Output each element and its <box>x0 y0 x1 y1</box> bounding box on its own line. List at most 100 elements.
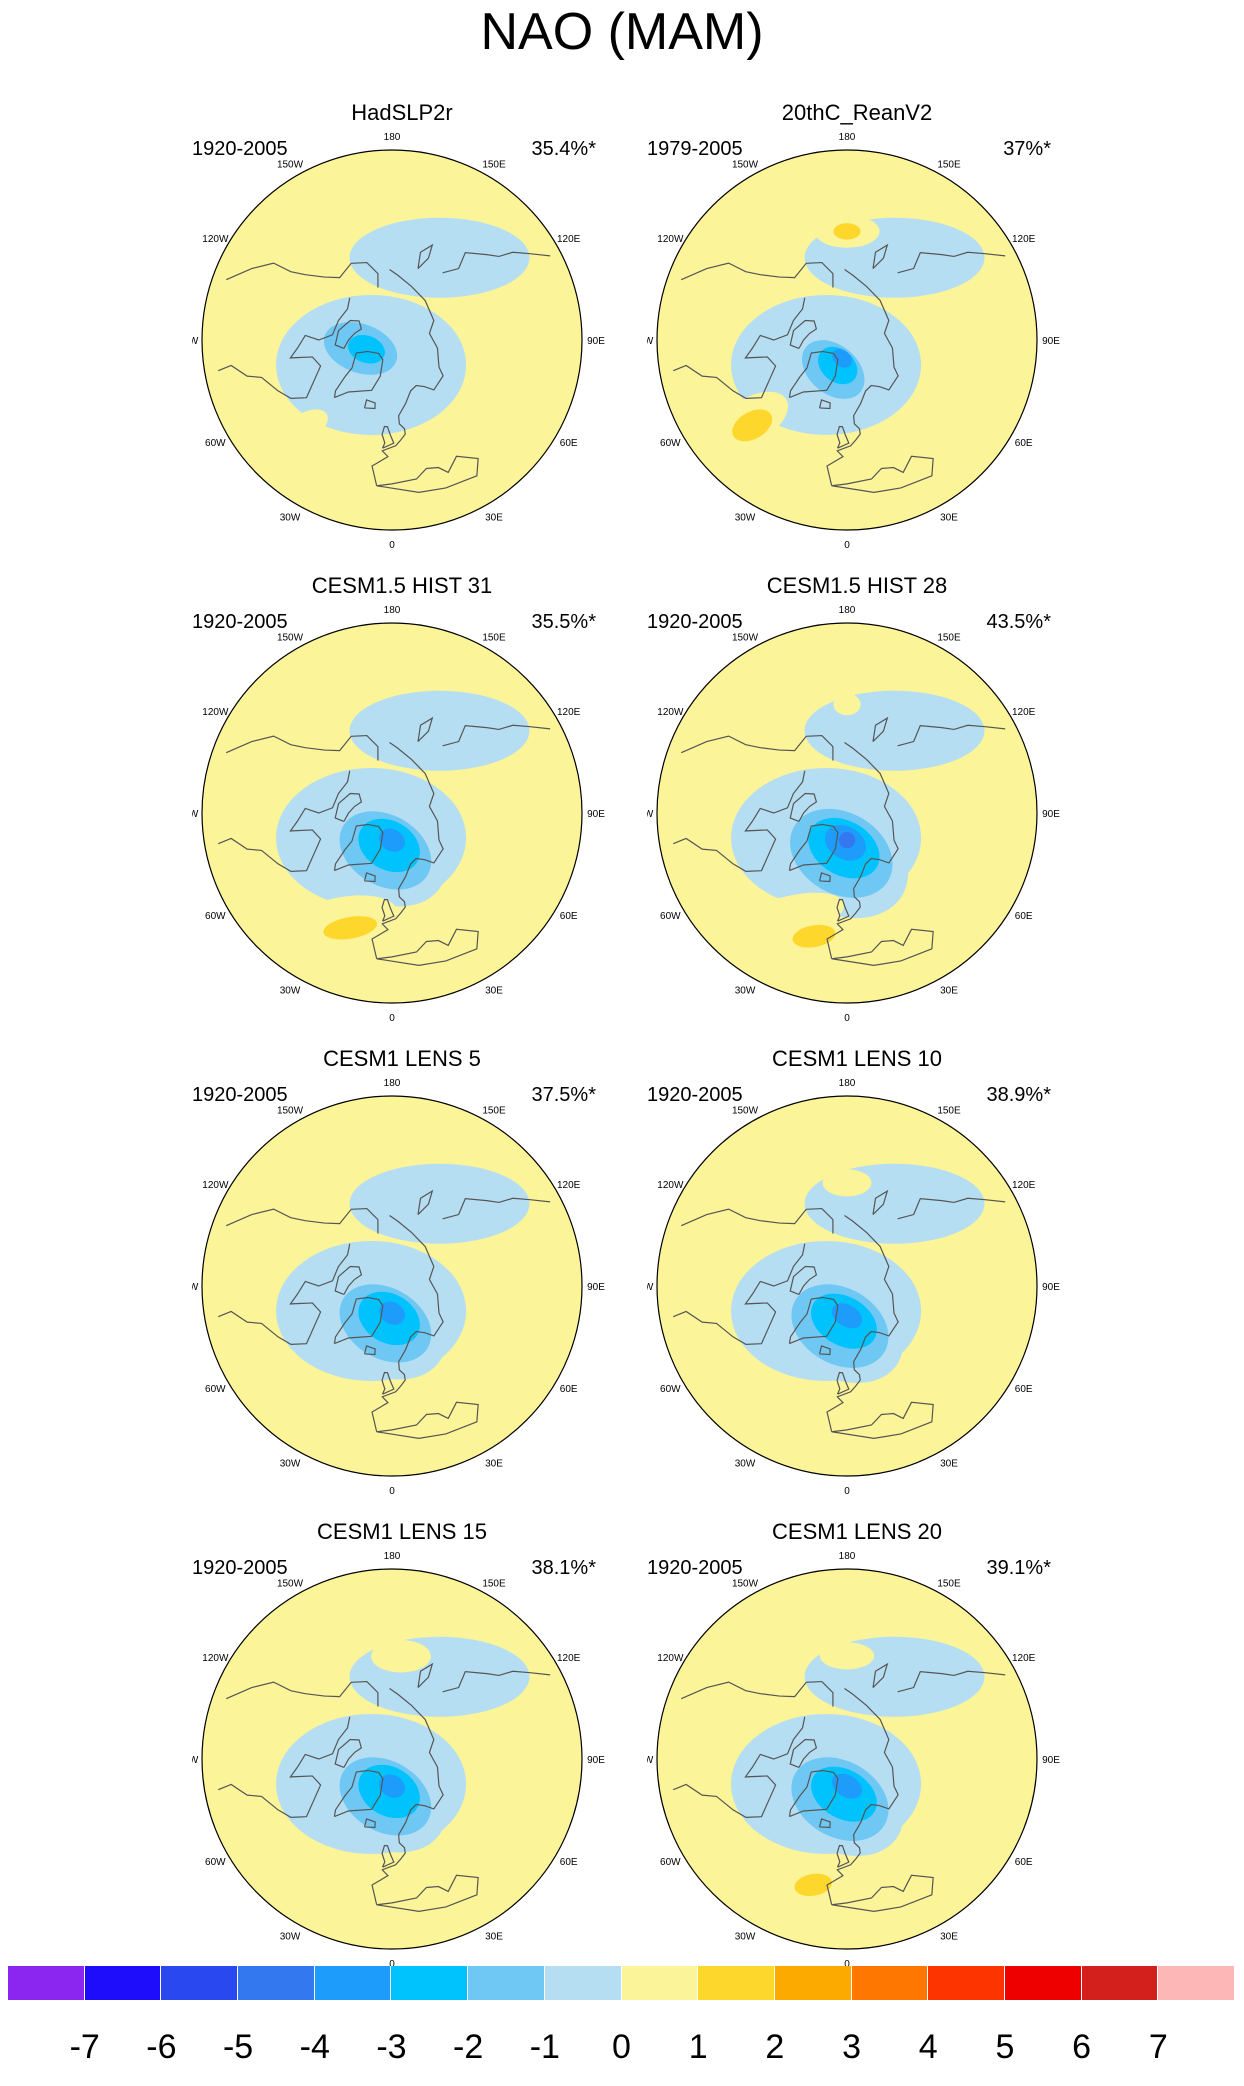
coastline <box>381 898 395 922</box>
coastline <box>818 872 831 883</box>
coastline <box>417 1189 434 1216</box>
coastline <box>376 1401 479 1439</box>
longitude-label: 150W <box>277 1578 304 1589</box>
anomaly-contour-positive <box>794 1873 833 1897</box>
coastline <box>788 1769 839 1818</box>
coastline <box>836 1371 850 1395</box>
map-boundary <box>201 1568 583 1950</box>
longitude-label: 60E <box>560 1857 578 1868</box>
coastline <box>673 1243 806 1345</box>
coastline <box>376 1874 479 1912</box>
polar-map: 180 150E 120E 90E 60E 30E 0 30W 60W 90W 120W 150W <box>647 132 1060 550</box>
colorbar-swatch <box>774 1966 852 2000</box>
coastline <box>897 251 1006 274</box>
anomaly-contour-positive <box>732 409 773 442</box>
anomaly-contour-positive <box>833 693 861 716</box>
longitude-label: 120E <box>1012 707 1036 718</box>
colorbar-swatch <box>1158 1966 1235 2000</box>
longitude-label: 90E <box>587 336 605 347</box>
longitude-label: 150E <box>482 1105 506 1116</box>
longitude-label: 90E <box>1042 1755 1060 1766</box>
colorbar-swatch <box>84 1966 162 2000</box>
coastline <box>376 928 479 966</box>
longitude-label: 120E <box>557 1653 581 1664</box>
longitude-label: 120E <box>557 234 581 245</box>
coastline <box>333 350 384 399</box>
map-panel: 180 150E 120E 90E 60E 30E 0 30W 60W 90W 120W 150W CE… <box>647 1046 1067 1496</box>
longitude-label: 60E <box>1015 1384 1033 1395</box>
longitude-label: 150W <box>277 159 304 170</box>
coastline <box>371 741 444 959</box>
colorbar-swatch <box>314 1966 392 2000</box>
map-boundary <box>656 1568 1038 1950</box>
polar-map: 180 150E 120E 90E 60E 30E 0 30W 60W 90W 120W 150W <box>647 1078 1060 1496</box>
longitude-label: 90E <box>1042 1282 1060 1293</box>
map-panel: 180 150E 120E 90E 60E 30E 0 30W 60W 90W 120W 150W CE… <box>647 1519 1067 1969</box>
coastline <box>680 734 834 761</box>
coastline <box>371 268 444 486</box>
colorbar-swatch <box>851 1966 929 2000</box>
coastline <box>818 1345 831 1356</box>
longitude-label: 150W <box>732 632 759 643</box>
polar-map: 180 150E 120E 90E 60E 30E 0 30W 60W 90W 120W 150W <box>647 1551 1060 1969</box>
coastline <box>788 350 839 399</box>
anomaly-contour-negative <box>379 1774 405 1798</box>
longitude-label: 150W <box>277 632 304 643</box>
longitude-label: 180 <box>839 1078 856 1089</box>
anomaly-region-negative <box>349 1163 530 1244</box>
panel-variance: 43.5%* <box>986 611 1052 633</box>
figure-title: NAO (MAM) <box>480 3 764 61</box>
longitude-label: 180 <box>839 605 856 616</box>
longitude-label: 30W <box>735 1459 756 1470</box>
coastline <box>417 243 434 270</box>
coastline <box>417 716 434 743</box>
colorbar-tick-label: -3 <box>376 2028 407 2066</box>
coastline <box>376 455 479 493</box>
longitude-label: 0 <box>844 1486 850 1496</box>
longitude-label: 30E <box>485 1932 503 1943</box>
coastline <box>371 1687 444 1905</box>
longitude-label: 90W <box>192 336 199 347</box>
colorbar-swatch <box>621 1966 699 2000</box>
coastline <box>836 1844 850 1868</box>
colorbar-tick-label: 3 <box>842 2028 862 2066</box>
longitude-label: 30E <box>940 986 958 997</box>
coastline <box>334 319 363 350</box>
colorbar-tick-label: 1 <box>688 2028 708 2066</box>
anomaly-contour-negative <box>831 1303 863 1329</box>
anomaly-contour-positive <box>305 1863 392 1895</box>
panel-variance: 37%* <box>1003 138 1051 160</box>
colorbar-swatch <box>161 1966 239 2000</box>
longitude-label: 120W <box>202 707 229 718</box>
coastline <box>831 928 934 966</box>
longitude-label: 120E <box>1012 1180 1036 1191</box>
coastline <box>789 792 818 823</box>
longitude-label: 90W <box>192 1755 199 1766</box>
coastline <box>831 1401 934 1439</box>
longitude-label: 90E <box>587 1282 605 1293</box>
longitude-label: 90E <box>587 1755 605 1766</box>
anomaly-contour-negative <box>348 334 385 364</box>
coastline <box>836 425 850 449</box>
map-panel: 180 150E 120E 90E 60E 30E 0 30W 60W 90W 120W 150W CE… <box>192 573 612 1023</box>
panel-period: 1920-2005 <box>192 1557 288 1579</box>
anomaly-contour-positive <box>283 409 328 444</box>
longitude-label: 120W <box>202 234 229 245</box>
map-panel: 180 150E 120E 90E 60E 30E 0 30W 60W 90W 120W 150W CE… <box>192 1046 612 1496</box>
coastline <box>218 1716 351 1818</box>
coastline <box>831 1874 934 1912</box>
panel-variance: 39.1%* <box>986 1557 1052 1579</box>
coastline <box>225 1680 379 1707</box>
colorbar-tick-label: 4 <box>918 2028 938 2066</box>
panel-variance: 38.9%* <box>986 1084 1052 1106</box>
longitude-label: 60E <box>1015 911 1033 922</box>
colorbar-tick-label: -1 <box>529 2028 560 2066</box>
coastline <box>872 1662 889 1689</box>
longitude-label: 90W <box>192 809 199 820</box>
coastline <box>333 1296 384 1345</box>
longitude-label: 30W <box>735 513 756 524</box>
coastline <box>788 1296 839 1345</box>
coastline <box>872 1189 889 1216</box>
coastline <box>333 1769 384 1818</box>
colorbar-swatch <box>1081 1966 1159 2000</box>
